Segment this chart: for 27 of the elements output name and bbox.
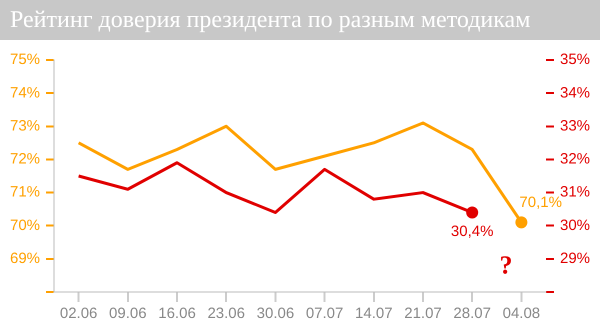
data-label: 70,1% bbox=[519, 194, 562, 212]
x-tick-label: 30.06 bbox=[256, 305, 294, 322]
x-tick-label: 14.07 bbox=[355, 305, 393, 322]
y-tick-label: 72% bbox=[10, 150, 40, 168]
y2-tick-label: 32% bbox=[560, 150, 590, 168]
x-tick-label: 23.06 bbox=[207, 305, 245, 322]
y2-tick-label: 34% bbox=[560, 84, 590, 102]
x-tick-label: 09.06 bbox=[109, 305, 147, 322]
x-tick-label: 21.07 bbox=[404, 305, 442, 322]
y-tick-label: 71% bbox=[10, 184, 40, 201]
x-tick-label: 16.06 bbox=[158, 305, 196, 322]
x-tick-label: 07.07 bbox=[306, 305, 344, 322]
data-label: 30,4% bbox=[450, 223, 494, 240]
y2-tick-label: 30% bbox=[560, 216, 590, 234]
y2-tick-label: 29% bbox=[560, 250, 590, 267]
x-tick-label: 04.08 bbox=[502, 305, 540, 322]
x-tick-label: 02.06 bbox=[60, 305, 98, 322]
y-tick-label: 75% bbox=[10, 51, 40, 68]
y2-tick-label: 33% bbox=[560, 117, 590, 134]
y-tick-label: 73% bbox=[10, 117, 40, 134]
y-tick-label: 69% bbox=[10, 250, 40, 267]
y2-tick-label: 35% bbox=[560, 51, 590, 68]
y-tick-label: 70% bbox=[10, 216, 40, 234]
annotation: ? bbox=[499, 250, 512, 280]
x-tick-label: 28.07 bbox=[453, 305, 491, 322]
y-tick-label: 74% bbox=[10, 84, 40, 102]
y2-tick-label: 31% bbox=[560, 184, 590, 201]
